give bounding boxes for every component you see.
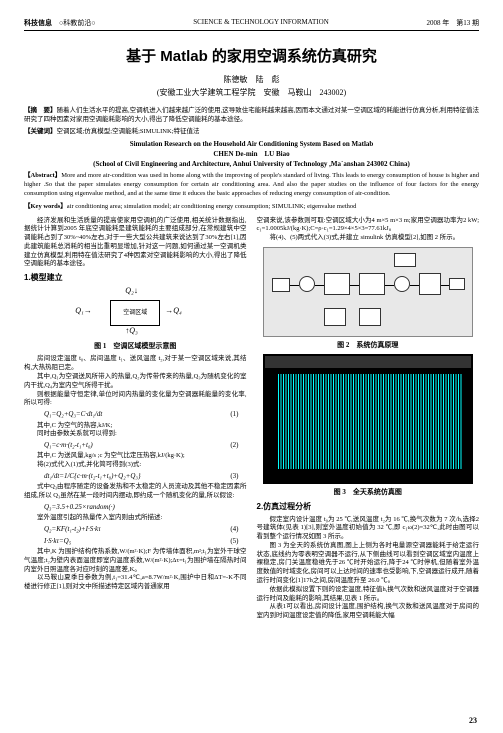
p4: 则根据能量守恒定律,单位时间内热量的变化量为空调器耗能量的变化率,所以可得: [24, 391, 247, 409]
r-p3: 假定室内设计温度 t₀为 25 ℃,送风温度 t₂为 16 ℃,换气次数为 7 … [257, 516, 480, 542]
figure-3 [257, 354, 480, 484]
fig2-caption: 图 2 系统仿真原理 [257, 341, 480, 350]
page-number: 23 [469, 716, 477, 725]
r-p5: 依据此模拟设置下则的设定温度,特征值h,换气次数和送风温度对于空调器运行时间及能… [257, 586, 480, 604]
en-author: CHEN De-min LU Biao [24, 149, 479, 159]
section-2-title: 2.仿真过程分析 [257, 502, 480, 513]
eq5: I·S·kτ=Q₅(5) [44, 537, 247, 546]
eq2: Q₁=c·m·(t₂-t₁+t₀)(2) [44, 441, 247, 450]
authors: 陈德敏 陆 彪 [24, 74, 479, 85]
eq-q3: Q₃=3.5+0.25×random(·) [44, 503, 247, 512]
r-p2: 将(4)、(5)两式代入(3)式,并建立 simulink 仿真模型[2],如图… [257, 234, 480, 243]
p11: 其中,K 为围护结构传热系数,W/(m²·K);F 为传墙体面积,m²;t₁为室… [24, 548, 247, 574]
p10: 室外温度引起的热量传入室内则由式所描述: [24, 514, 247, 523]
section-1-title: 1.模型建立 [24, 273, 247, 284]
p6: 同时由参数关系就可以得到: [24, 430, 247, 439]
header-right: 2008 年 第13 期 [427, 18, 480, 28]
paper-title: 基于 Matlab 的家用空调系统仿真研究 [24, 45, 479, 66]
abstract-en: 【Abstract】More and more air-condition wa… [24, 171, 479, 198]
fig1-caption: 图 1 空调区域模型示意图 [24, 342, 247, 351]
header: 科技信息 ○科教前沿○ SCIENCE & TECHNOLOGY INFORMA… [24, 18, 479, 31]
page: 科技信息 ○科教前沿○ SCIENCE & TECHNOLOGY INFORMA… [0, 0, 503, 733]
column-left: 经济发展和生活质量的提高使家用空调机的广泛使用,相关统计数据指出,据统计计算到2… [24, 217, 247, 621]
fig1-q3: ↑Q₃ [125, 326, 138, 337]
eq1: Q₁=Q₂+Q₃=C·dt₁/dt(1) [44, 410, 247, 419]
header-left: 科技信息 ○科教前沿○ [24, 18, 95, 28]
abstract-cn: 【摘 要】随着人们生活水平的提高,空调机进入们越来越广泛的使用,这导致住宅能耗越… [24, 106, 479, 124]
eq3: dt₁/dt=1/C{c·m·(t₂-t₁+t₀)+Q₂+Q₃}(3) [44, 472, 247, 481]
p12: 以马鞍山夏季日参数为例,t₁=31.4℃,a=8.7W/m²·K,围护中日和ΔT… [24, 574, 247, 592]
en-affil: (School of Civil Engineering and Archite… [24, 160, 479, 168]
affiliation: (安徽工业大学建筑工程学院 安徽 马鞍山 243002) [24, 87, 479, 98]
p7: 其中,C 为送风量,kg/s ;c 为空气比定压热容,kJ/(kg·K); [24, 452, 247, 461]
keywords-en: 【Key words】air conditioning area; simula… [24, 202, 479, 211]
fig3-caption: 图 3 全天系统仿真图 [257, 488, 480, 497]
p3: 其中,Q₁为空调送风所带入的热量,Q₂为传带传来的热量,Q₃为随机变化的室内干扰… [24, 373, 247, 391]
en-title: Simulation Research on the Household Air… [24, 140, 479, 148]
column-right: 空调来说,该参数则可取:空调区域大小为4 m×5 m×3 m;家用空调器功率为2… [257, 217, 480, 621]
p2: 房间设定温度 t₀、房间温度 t₁、送风温度 t₂,对于某一空调区域来说,其结构… [24, 355, 247, 373]
figure-1: 空调区域 Q₁→ →Q₄ Q₂↓ ↑Q₃ [24, 288, 247, 338]
fig1-box: 空调区域 [110, 300, 160, 326]
r-p6: 从表1可以看出,房间设计温度,围护结构,换气次数和送风温度对于房间的室内到时间温… [257, 603, 480, 621]
keywords-cn: 【关键词】空调区域;仿真模型;空调能耗;SIMULINK;特征值法 [24, 127, 479, 136]
eq4: Q₂=KF(t₁-t₂)+I·S·kτ(4) [44, 525, 247, 534]
intro-p1: 经济发展和生活质量的提高使家用空调机的广泛使用,相关统计数据指出,据统计计算到2… [24, 217, 247, 270]
p9: 式中Q₃由程序随定的设备发热和不太稳定的人员流动及其他不稳定因素所组成,所以 Q… [24, 483, 247, 501]
p5: 其中,C 为空气的热容,kJ/K; [24, 422, 247, 431]
fig1-q4: →Q₄ [165, 306, 182, 317]
header-center: SCIENCE & TECHNOLOGY INFORMATION [193, 18, 329, 28]
fig1-q1: Q₁→ [75, 306, 92, 317]
p8: 将(2)式代入(1)式,并化简可得到(3)式: [24, 461, 247, 470]
figure-2 [257, 247, 480, 337]
body-columns: 经济发展和生活质量的提高使家用空调机的广泛使用,相关统计数据指出,据统计计算到2… [24, 217, 479, 621]
r-p1: 空调来说,该参数则可取:空调区域大小为4 m×5 m×3 m;家用空调器功率为2… [257, 217, 480, 235]
r-p4: 图 3 为全天的系统仿真图,图上上侧为各时电量源空调器能耗于给定运行状态,底线约… [257, 542, 480, 586]
fig1-q2: Q₂↓ [125, 286, 138, 297]
